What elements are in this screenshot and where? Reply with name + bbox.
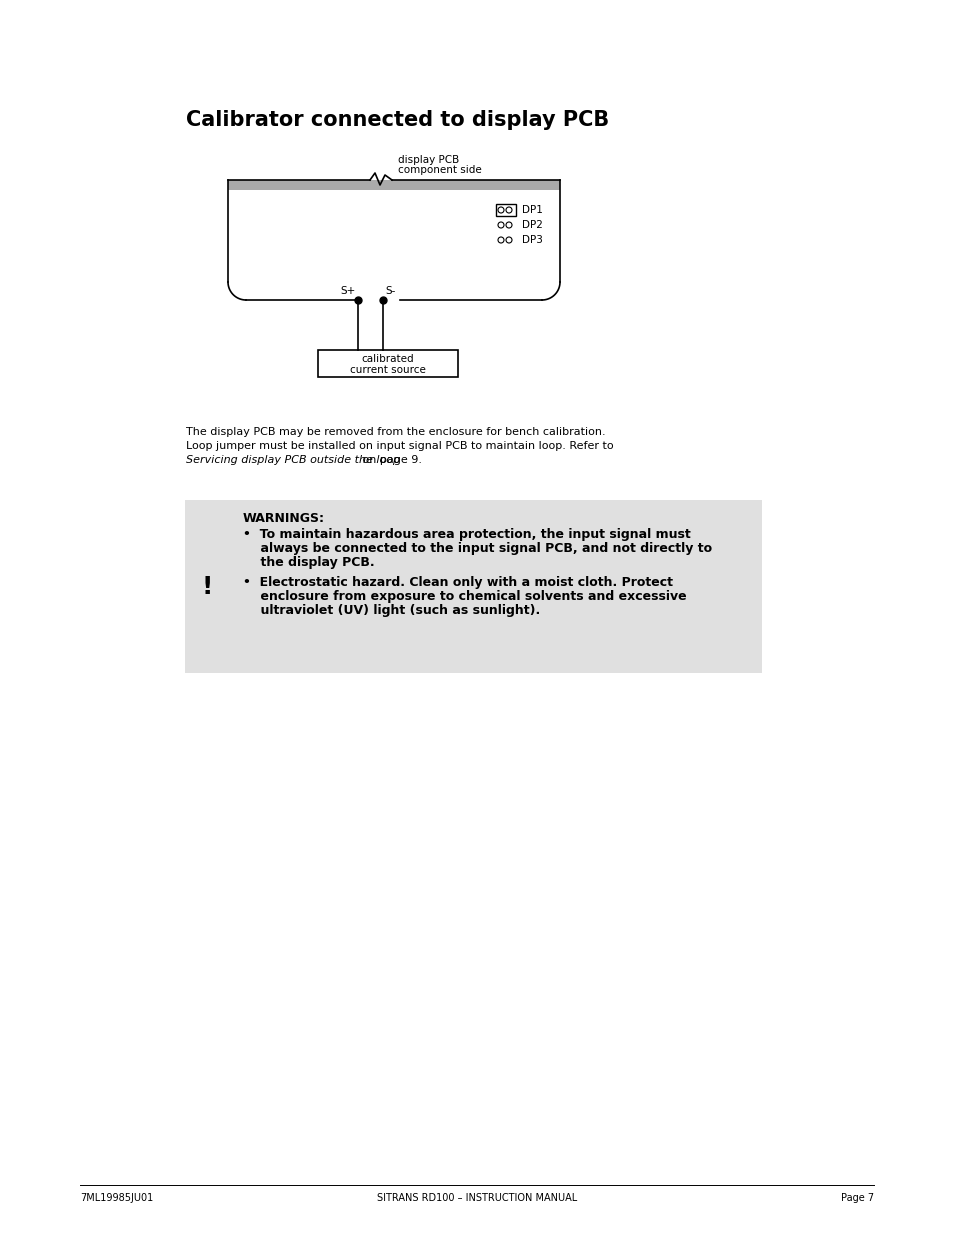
Bar [185, 500, 761, 673]
Text: ultraviolet (UV) light (such as sunlight).: ultraviolet (UV) light (such as sunlight… [243, 604, 539, 618]
Text: DP2: DP2 [521, 220, 542, 230]
Text: SITRANS RD100 – INSTRUCTION MANUAL: SITRANS RD100 – INSTRUCTION MANUAL [376, 1193, 577, 1203]
Text: Page 7: Page 7 [840, 1193, 873, 1203]
Text: current source: current source [350, 366, 425, 375]
Text: Calibrator connected to display PCB: Calibrator connected to display PCB [186, 110, 609, 130]
Text: WARNINGS:: WARNINGS: [243, 513, 325, 525]
Text: 7ML19985JU01: 7ML19985JU01 [80, 1193, 153, 1203]
Text: Servicing display PCB outside the loop: Servicing display PCB outside the loop [186, 454, 399, 466]
Text: S+: S+ [340, 287, 355, 296]
Text: •  Electrostatic hazard. Clean only with a moist cloth. Protect: • Electrostatic hazard. Clean only with … [243, 576, 672, 589]
Text: calibrated: calibrated [361, 354, 414, 364]
Bar [496, 204, 516, 216]
Text: •  To maintain hazardous area protection, the input signal must: • To maintain hazardous area protection,… [243, 529, 690, 541]
Text: S-: S- [385, 287, 395, 296]
Text: DP1: DP1 [521, 205, 542, 215]
Text: the display PCB.: the display PCB. [243, 556, 375, 569]
Text: Loop jumper must be installed on input signal PCB to maintain loop. Refer to: Loop jumper must be installed on input s… [186, 441, 613, 451]
Text: The display PCB may be removed from the enclosure for bench calibration.: The display PCB may be removed from the … [186, 427, 605, 437]
Text: on page 9.: on page 9. [358, 454, 421, 466]
Bar [317, 350, 457, 377]
Text: DP3: DP3 [521, 235, 542, 245]
Text: component side: component side [397, 165, 481, 175]
Text: !: ! [201, 574, 213, 599]
Text: enclosure from exposure to chemical solvents and excessive: enclosure from exposure to chemical solv… [243, 590, 686, 603]
Text: display PCB: display PCB [397, 156, 458, 165]
Text: always be connected to the input signal PCB, and not directly to: always be connected to the input signal … [243, 542, 711, 555]
